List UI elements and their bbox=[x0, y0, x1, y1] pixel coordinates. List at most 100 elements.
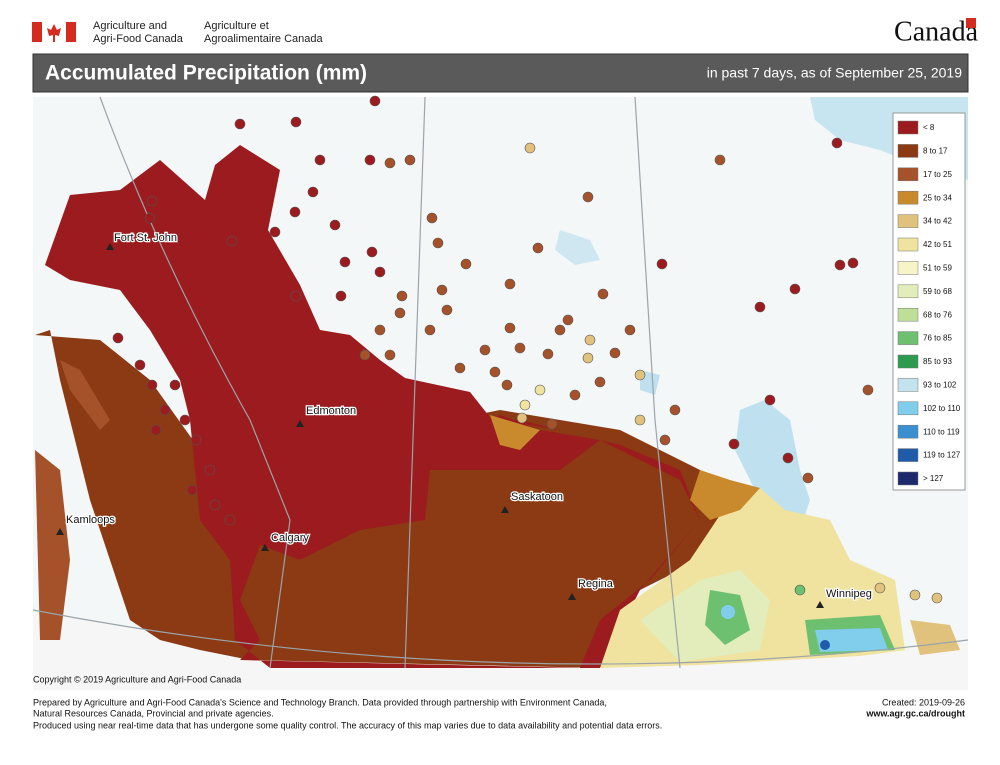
city-label: Fort St. John bbox=[114, 232, 177, 244]
created-date: Created: 2019-09-26 bbox=[882, 697, 965, 707]
station-dot bbox=[424, 324, 436, 336]
footer-note: Produced using near real-time data that … bbox=[33, 720, 662, 730]
legend-label: 17 to 25 bbox=[923, 170, 952, 179]
station-dot bbox=[789, 283, 801, 295]
city-label: Winnipeg bbox=[826, 588, 872, 600]
station-dot bbox=[542, 348, 554, 360]
station-dot bbox=[754, 301, 766, 313]
station-dot bbox=[314, 154, 326, 166]
station-dot bbox=[289, 206, 301, 218]
footer-note: Natural Resources Canada, Provincial and… bbox=[33, 708, 274, 718]
station-dot bbox=[290, 290, 302, 302]
city-marker bbox=[106, 243, 114, 250]
legend-swatch bbox=[897, 167, 919, 182]
legend-label: 110 to 119 bbox=[923, 427, 960, 436]
legend-swatch bbox=[897, 284, 919, 299]
subtitle: in past 7 days, as of September 25, 2019 bbox=[707, 65, 962, 81]
legend-label: 76 to 85 bbox=[923, 334, 952, 343]
city-label: Edmonton bbox=[306, 405, 356, 417]
station-dot bbox=[441, 304, 453, 316]
legend-swatch bbox=[897, 237, 919, 252]
station-dot bbox=[369, 95, 381, 107]
legend-label: 119 to 127 bbox=[923, 451, 961, 460]
station-dot bbox=[594, 376, 606, 388]
legend: < 8 8 to 17 17 to 25 25 to 34 34 to 42 42 to … bbox=[897, 120, 961, 486]
copyright: Copyright © 2019 Agriculture and Agri-Fo… bbox=[33, 674, 241, 684]
title-bar bbox=[32, 53, 969, 93]
station-dot bbox=[501, 379, 513, 391]
station-dot bbox=[514, 342, 526, 354]
wordmark-flag bbox=[966, 18, 976, 28]
station-dot bbox=[802, 472, 814, 484]
map bbox=[32, 96, 969, 690]
station-dot bbox=[584, 334, 596, 346]
station-dot bbox=[516, 412, 528, 424]
station-dot bbox=[931, 592, 943, 604]
station-dot bbox=[404, 154, 416, 166]
station-dot bbox=[504, 278, 516, 290]
station-dot bbox=[374, 266, 386, 278]
legend-swatch bbox=[897, 214, 919, 228]
station-dot bbox=[396, 290, 408, 302]
wordmark: Canada bbox=[894, 16, 979, 47]
city-label: Kamloops bbox=[66, 514, 115, 526]
legend-swatch bbox=[897, 120, 919, 135]
legend-label: 25 to 34 bbox=[923, 193, 952, 202]
legend-label: > 127 bbox=[923, 474, 944, 483]
station-dot bbox=[384, 349, 396, 361]
station-dot bbox=[504, 322, 516, 334]
station-dot bbox=[179, 414, 191, 426]
department-fr-line: Agriculture et bbox=[204, 20, 269, 32]
city-marker bbox=[568, 593, 576, 600]
station-dots bbox=[112, 95, 943, 604]
station-dot bbox=[146, 379, 158, 391]
flag bbox=[32, 22, 76, 42]
station-dot bbox=[582, 191, 594, 203]
city-label: Saskatoon bbox=[511, 491, 563, 503]
station-dot bbox=[634, 369, 646, 381]
legend-swatch bbox=[897, 378, 919, 392]
station-dot bbox=[366, 246, 378, 258]
station-dot bbox=[874, 582, 886, 594]
station-dot bbox=[335, 290, 347, 302]
station-dot bbox=[204, 464, 216, 476]
station-dot bbox=[634, 414, 646, 426]
station-dot bbox=[562, 314, 574, 326]
city-marker bbox=[501, 506, 509, 513]
station-dot bbox=[569, 389, 581, 401]
station-dot bbox=[112, 332, 124, 344]
legend-swatch bbox=[897, 448, 919, 462]
legend-label: 34 to 42 bbox=[923, 217, 952, 226]
legend-label: 93 to 102 bbox=[923, 381, 957, 390]
station-dot bbox=[656, 258, 668, 270]
station-dot bbox=[384, 157, 396, 169]
station-dot bbox=[764, 394, 776, 406]
station-dot bbox=[169, 379, 181, 391]
station-dot bbox=[489, 366, 501, 378]
legend-swatch bbox=[897, 190, 919, 205]
legend-label: 8 to 17 bbox=[923, 147, 948, 156]
legend-swatch bbox=[897, 354, 919, 369]
station-dot bbox=[159, 404, 171, 416]
station-dot bbox=[146, 195, 158, 207]
legend-swatch bbox=[897, 261, 919, 275]
station-dot bbox=[669, 404, 681, 416]
station-dot bbox=[394, 307, 406, 319]
station-dot bbox=[209, 499, 221, 511]
city-marker bbox=[296, 420, 304, 427]
station-dot bbox=[624, 324, 636, 336]
legend-swatch bbox=[897, 471, 919, 486]
station-dot bbox=[339, 256, 351, 268]
station-dot bbox=[134, 359, 146, 371]
city-marker bbox=[816, 601, 824, 608]
station-dot bbox=[909, 589, 921, 601]
department-en-line: Agri-Food Canada bbox=[93, 33, 184, 45]
city-label: Calgary bbox=[271, 532, 309, 544]
legend-label: 68 to 76 bbox=[923, 310, 952, 319]
legend-swatch bbox=[897, 144, 919, 158]
station-dot bbox=[794, 584, 806, 596]
station-dot bbox=[659, 434, 671, 446]
station-dot bbox=[224, 514, 236, 526]
station-dot bbox=[609, 347, 621, 359]
station-dot bbox=[524, 142, 536, 154]
